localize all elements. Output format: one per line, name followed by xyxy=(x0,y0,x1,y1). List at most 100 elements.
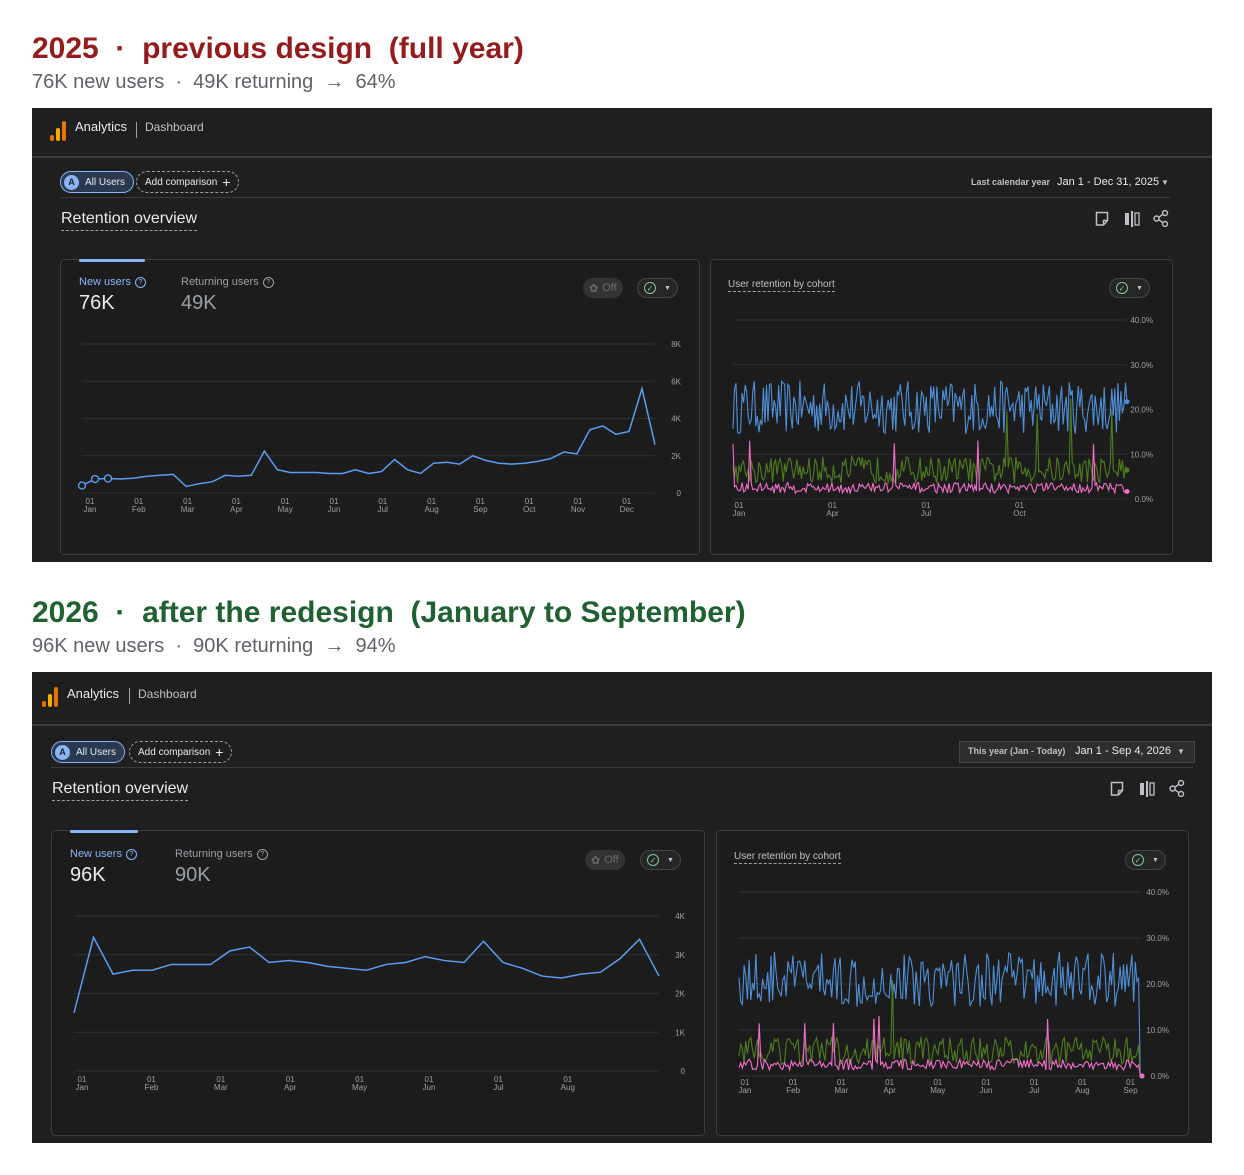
x-tick-label: 01 xyxy=(789,1078,798,1087)
x-tick-label: 01 xyxy=(741,1078,750,1087)
date-range-picker[interactable]: Jan 1 - Sep 4, 2026 xyxy=(1075,745,1172,757)
page-title: Retention overview xyxy=(61,210,198,231)
share-icon[interactable] xyxy=(1153,210,1169,227)
metric-check-dropdown[interactable]: ✓ ▼ xyxy=(637,278,678,298)
breadcrumb-dashboard[interactable]: Dashboard xyxy=(138,687,197,701)
x-tick-label: 01 xyxy=(232,497,241,506)
x-tick-label: Aug xyxy=(424,505,438,514)
new-users-line-chart: 4K3K2K1K001Jan01Feb01Mar01Apr01May01Jun0… xyxy=(73,912,686,1092)
x-tick-label: 01 xyxy=(476,497,485,506)
x-tick-label: 01 xyxy=(525,497,534,506)
metric-tab-returning-users[interactable]: Returning users? xyxy=(175,848,268,860)
x-tick-label: 01 xyxy=(147,1075,156,1084)
segment-chip-label: All Users xyxy=(76,746,117,758)
x-tick-label: Jun xyxy=(980,1086,993,1095)
analytics-logo-icon xyxy=(42,685,60,707)
anomaly-icon: ✿ xyxy=(591,854,601,867)
annotate-icon[interactable] xyxy=(1110,781,1124,797)
series-end-marker xyxy=(1124,399,1130,405)
x-tick-label: 01 xyxy=(355,1075,364,1084)
date-range-picker-box[interactable] xyxy=(959,741,1195,763)
section-1-subtitle: 76K new users · 49K returning → 64% xyxy=(32,71,396,93)
anomaly-toggle-off[interactable]: ✿ Off xyxy=(583,278,623,298)
series-line xyxy=(73,935,660,1014)
date-range-chevron-down-icon[interactable]: ▼ xyxy=(1177,747,1185,756)
metric-tab-returning-users[interactable]: Returning users? xyxy=(181,276,274,288)
y-tick-label: 10.0% xyxy=(1146,1026,1169,1035)
x-tick-label: Jan xyxy=(733,509,746,518)
x-tick-label: Jan xyxy=(76,1083,89,1092)
cohort-chart-title[interactable]: User retention by cohort xyxy=(734,851,841,864)
metric-value-new-users: 76K xyxy=(79,292,115,314)
metric-tab-new-users[interactable]: New users? xyxy=(70,848,137,860)
compare-icon[interactable] xyxy=(1124,211,1140,227)
x-tick-label: Dec xyxy=(620,505,634,514)
segment-chip-all-users[interactable]: A All Users xyxy=(51,741,126,763)
plus-icon: + xyxy=(222,174,231,190)
add-comparison-button[interactable]: Add comparison + xyxy=(129,741,233,763)
add-comparison-button[interactable]: Add comparison + xyxy=(136,171,240,193)
help-icon: ? xyxy=(125,848,137,860)
x-tick-label: 01 xyxy=(281,497,290,506)
add-comparison-label: Add comparison xyxy=(138,746,211,758)
active-metric-indicator xyxy=(79,259,145,262)
x-tick-label: 01 xyxy=(134,497,143,506)
metric-tab-new-users[interactable]: New users? xyxy=(79,276,146,288)
divider xyxy=(60,197,1170,198)
x-tick-label: Oct xyxy=(523,505,536,514)
y-tick-label: 20.0% xyxy=(1146,980,1169,989)
compare-icon[interactable] xyxy=(1139,781,1155,797)
x-tick-label: 01 xyxy=(922,501,931,510)
y-tick-label: 0.0% xyxy=(1151,1072,1169,1081)
x-tick-label: Jan xyxy=(739,1086,752,1095)
data-point-marker xyxy=(90,474,100,484)
date-range-picker[interactable]: Jan 1 - Dec 31, 2025 xyxy=(1057,176,1160,188)
metric-value-returning-users: 90K xyxy=(175,864,211,886)
y-tick-label: 20.0% xyxy=(1130,406,1153,415)
x-tick-label: 01 xyxy=(982,1078,991,1087)
cohort-chart-title[interactable]: User retention by cohort xyxy=(728,279,835,292)
y-tick-label: 3K xyxy=(675,951,685,960)
x-tick-label: 01 xyxy=(1126,1078,1135,1087)
x-tick-label: May xyxy=(352,1083,367,1092)
y-tick-label: 4K xyxy=(675,912,685,921)
y-tick-label: 0.0% xyxy=(1135,495,1153,504)
app-brand-name[interactable]: Analytics xyxy=(67,686,120,701)
x-tick-label: Apr xyxy=(230,505,243,514)
help-icon: ? xyxy=(256,848,268,860)
x-tick-label: Mar xyxy=(835,1086,849,1095)
x-tick-label: 01 xyxy=(828,501,837,510)
share-icon[interactable] xyxy=(1169,780,1185,797)
date-range-chevron-down-icon[interactable]: ▼ xyxy=(1161,178,1169,187)
x-tick-label: 01 xyxy=(286,1075,295,1084)
cohort-series-line xyxy=(732,380,1128,435)
new-vs-returning-card: New users? 76K Returning users? 49K ✿ Off… xyxy=(60,259,700,555)
plus-icon: + xyxy=(215,744,224,760)
cohort-series-line xyxy=(732,440,1128,495)
breadcrumb-dashboard[interactable]: Dashboard xyxy=(145,120,204,134)
anomaly-toggle-off[interactable]: ✿ Off xyxy=(585,850,625,870)
segment-avatar-icon: A xyxy=(64,174,79,190)
help-icon: ? xyxy=(262,276,274,288)
y-tick-label: 0 xyxy=(681,1067,686,1076)
x-tick-label: 01 xyxy=(933,1078,942,1087)
active-metric-indicator xyxy=(70,830,138,833)
date-range-caption: This year (Jan - Today) xyxy=(968,746,1066,756)
x-tick-label: 01 xyxy=(86,497,95,506)
app-brand-name[interactable]: Analytics xyxy=(75,119,128,134)
divider xyxy=(51,767,1193,768)
y-tick-label: 40.0% xyxy=(1130,316,1153,325)
series-end-marker xyxy=(1124,489,1130,495)
metric-check-dropdown[interactable]: ✓ ▼ xyxy=(640,850,681,870)
x-tick-label: 01 xyxy=(216,1075,225,1084)
x-tick-label: Apr xyxy=(284,1083,297,1092)
cohort-check-dropdown[interactable]: ✓ ▼ xyxy=(1109,278,1150,298)
y-tick-label: 2K xyxy=(675,990,685,999)
y-tick-label: 6K xyxy=(671,377,681,386)
x-tick-label: Feb xyxy=(145,1083,159,1092)
segment-chip-all-users[interactable]: A All Users xyxy=(60,171,135,193)
annotate-icon[interactable] xyxy=(1095,211,1109,227)
cohort-check-dropdown[interactable]: ✓ ▼ xyxy=(1125,850,1166,870)
check-circle-icon: ✓ xyxy=(647,854,659,866)
series-end-marker xyxy=(1124,467,1130,473)
